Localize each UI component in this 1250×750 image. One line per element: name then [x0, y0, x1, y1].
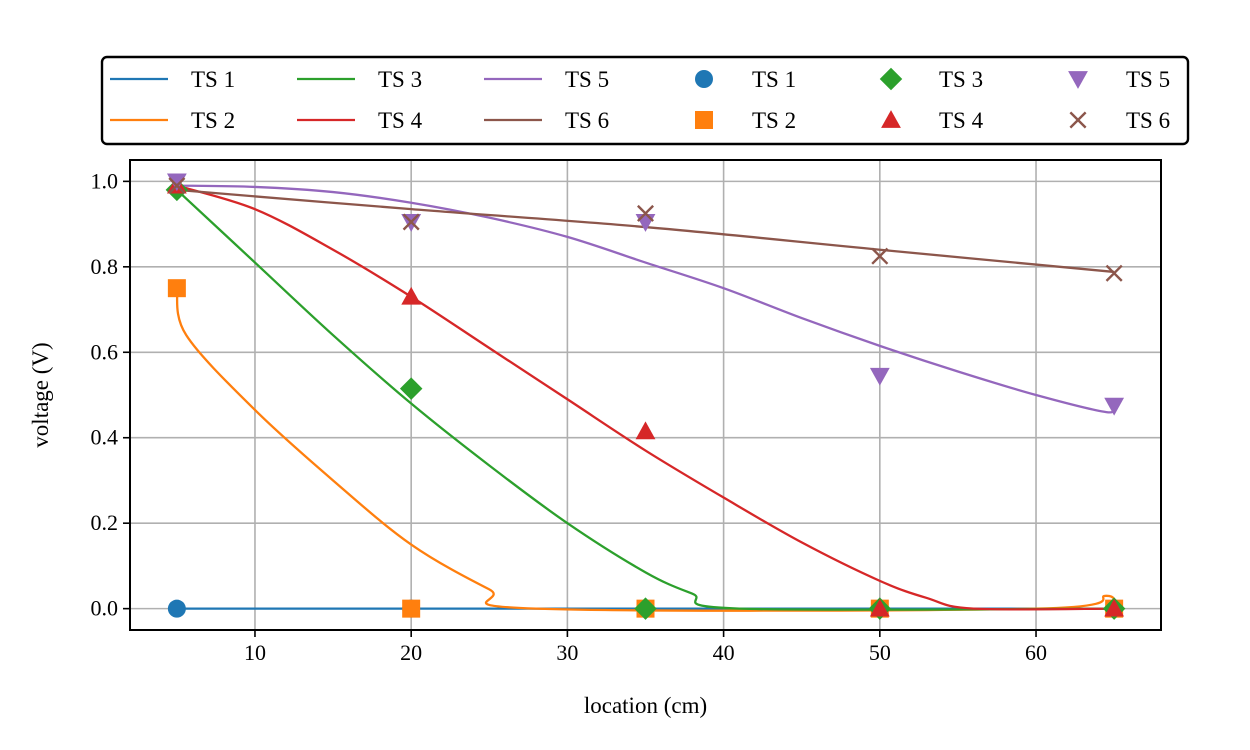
- y-tick-label: 0.2: [91, 510, 119, 535]
- legend-marker-swatch: [695, 111, 713, 129]
- legend: TS 1 TS 2 TS 3 TS 4 TS 5 TS 6 TS 1 TS 2 TS 3 TS 4…: [100, 55, 1190, 146]
- data-point-ts-5: [869, 367, 890, 386]
- legend-marker-swatch: [881, 110, 901, 128]
- data-point-ts-5: [166, 173, 187, 192]
- data-point-ts-5: [1104, 397, 1125, 416]
- legend-label: TS 3: [378, 67, 422, 92]
- data-point-ts-2: [402, 599, 421, 618]
- y-tick-label: 0.8: [91, 254, 119, 279]
- legend-box: [100, 55, 1190, 146]
- series-line-ts-2: [175, 287, 1116, 612]
- data-point-ts-1: [167, 599, 186, 618]
- data-point-ts-3: [634, 597, 657, 620]
- data-point-ts-2: [167, 279, 186, 298]
- data-point-ts-6: [402, 213, 420, 231]
- y-tick-label: 0.0: [91, 596, 119, 621]
- series-lines: [175, 184, 1116, 612]
- series-line-ts-4: [176, 184, 1115, 611]
- y-tick-label: 1.0: [91, 168, 119, 193]
- data-point-ts-6: [637, 204, 654, 222]
- legend-label: TS 6: [565, 108, 609, 133]
- y-axis-label: voltage (V): [28, 342, 53, 447]
- legend-label: TS 5: [1126, 67, 1170, 92]
- legend-label: TS 4: [939, 108, 984, 133]
- legend-label: TS 3: [939, 67, 983, 92]
- legend-label: TS 1: [191, 67, 235, 92]
- legend-label: TS 2: [752, 108, 796, 133]
- x-tick-label: 30: [556, 640, 578, 665]
- legend-label: TS 2: [191, 108, 235, 133]
- data-point-ts-6: [1105, 264, 1123, 282]
- series-markers: [165, 173, 1126, 620]
- plot-frame: [129, 159, 1162, 631]
- legend-marker-swatch: [879, 67, 903, 91]
- data-point-ts-4: [869, 598, 890, 617]
- legend-label: TS 5: [565, 67, 609, 92]
- data-point-ts-4: [401, 286, 422, 305]
- legend-marker-swatch: [1068, 71, 1088, 89]
- data-point-ts-5: [635, 214, 656, 232]
- y-tick-label: 0.4: [91, 425, 119, 450]
- x-tick-label: 10: [244, 640, 266, 665]
- data-point-ts-4: [1104, 598, 1125, 617]
- series-line-ts-3: [176, 189, 1115, 611]
- legend-label: TS 4: [378, 108, 423, 133]
- legend-marker-swatch: [1069, 111, 1087, 129]
- ticks: 10 20 30 40 50 60 0.0 0.2 0.4 0.6 0.8 1.0: [91, 168, 1048, 665]
- x-tick-label: 40: [713, 640, 735, 665]
- data-point-ts-4: [635, 421, 656, 440]
- series-line-ts-5: [176, 184, 1116, 414]
- y-tick-label: 0.6: [91, 339, 119, 364]
- x-axis-label: location (cm): [584, 693, 707, 718]
- legend-marker-swatch: [695, 70, 713, 88]
- legend-label: TS 6: [1126, 108, 1170, 133]
- data-point-ts-6: [871, 247, 889, 265]
- data-point-ts-3: [399, 377, 423, 400]
- x-tick-label: 20: [400, 640, 422, 665]
- x-tick-label: 60: [1025, 640, 1047, 665]
- legend-label: TS 1: [752, 67, 796, 92]
- x-tick-label: 50: [869, 640, 891, 665]
- data-point-ts-6: [168, 177, 186, 195]
